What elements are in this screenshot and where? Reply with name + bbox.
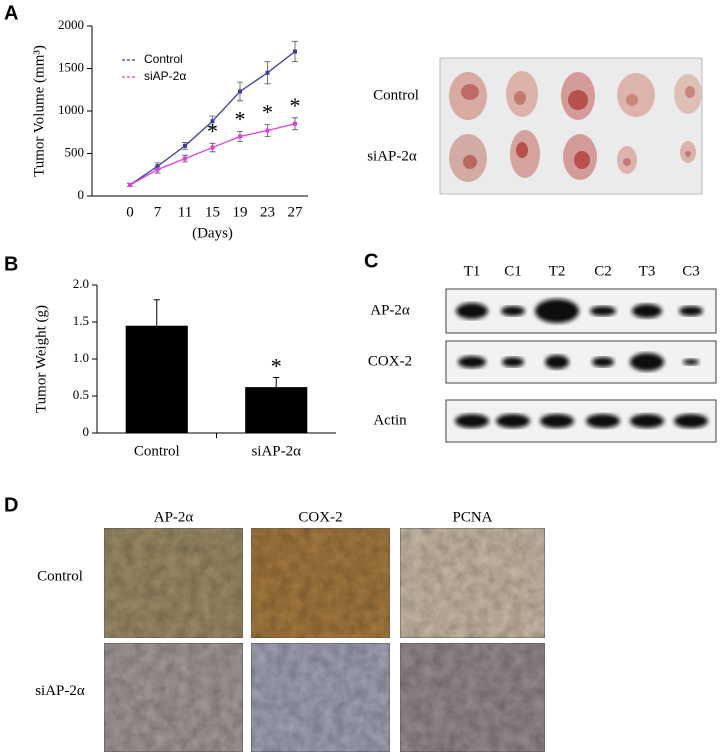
lane-label: C1 (504, 263, 522, 279)
point (293, 121, 297, 126)
point (210, 145, 215, 150)
x-axis-label: (Days) (192, 225, 233, 241)
blot-band (674, 414, 708, 428)
blot-band (592, 357, 614, 367)
ihc-row-label: Control (37, 568, 83, 584)
blot-row-label: AP-2α (370, 302, 410, 318)
significance: * (271, 354, 282, 379)
panel-label: B (4, 253, 18, 275)
panel-label: A (4, 2, 18, 24)
x-tick-label: 11 (178, 204, 192, 220)
significance: * (262, 100, 273, 125)
ihc-image (399, 642, 546, 752)
blot-band (545, 355, 569, 369)
blot-band (683, 359, 699, 365)
ihc-column-label: AP-2α (154, 509, 194, 525)
blot-band (590, 306, 616, 316)
y-tick-label: 1500 (58, 59, 84, 74)
blot-band (586, 414, 620, 428)
y-tick-label: 1000 (58, 102, 84, 117)
ihc-image (399, 527, 546, 639)
blot-band (632, 304, 662, 318)
lane-label: C3 (682, 263, 700, 279)
point (183, 143, 187, 148)
y-tick-label: 0.5 (73, 387, 89, 402)
lane-label: T2 (549, 263, 566, 279)
point (265, 70, 270, 75)
y-axis-label: Tumor Weight (g) (33, 305, 49, 413)
legend-label: Control (144, 52, 183, 66)
y-tick-label: 1.0 (73, 350, 89, 365)
x-tick-label: Control (134, 443, 180, 459)
blot-band (540, 414, 574, 428)
point (128, 182, 132, 187)
ihc-images: AP-2α COX-2 PCNA Control siAP-2α (35, 509, 546, 752)
x-tick-label: 0 (126, 204, 134, 220)
blot-band (679, 306, 703, 316)
ihc-image (103, 642, 244, 752)
ihc-image (250, 642, 391, 752)
blot-band (501, 306, 525, 316)
tumors (449, 71, 702, 182)
photo-row-label: Control (373, 87, 419, 103)
point (183, 156, 187, 161)
legend-label: siAP-2α (144, 69, 186, 83)
western-blot: T1 C1 T2 C2 T3 C3 AP-2α COX-2 Actin (368, 263, 717, 443)
y-tick-label: 500 (65, 144, 85, 159)
blot-strip (445, 288, 717, 334)
y-tick-label: 0 (78, 187, 85, 202)
x-tick-label: siAP-2α (251, 443, 301, 459)
ihc-image (250, 527, 391, 639)
point (210, 119, 215, 124)
bar (125, 325, 188, 433)
bar (245, 387, 308, 433)
blot-band (535, 299, 579, 323)
blot-strip (445, 399, 717, 443)
blot-strip (445, 340, 717, 384)
blot-row-label: COX-2 (368, 353, 412, 369)
lane-label: T1 (464, 263, 481, 279)
y-tick-label: 0 (83, 424, 90, 439)
significance: * (290, 93, 301, 118)
blot-band (455, 414, 489, 428)
panel-label: D (4, 494, 18, 516)
x-tick-label: 23 (260, 204, 275, 220)
y-axis-label: Tumor Volume (mm³) (31, 45, 47, 177)
panel-label: C (364, 250, 378, 272)
point (238, 134, 242, 139)
lane-label: T3 (639, 263, 656, 279)
blot-band (502, 357, 524, 367)
blot-band (630, 353, 664, 371)
x-tick-label: 19 (233, 204, 248, 220)
point (265, 128, 270, 133)
significance: * (235, 106, 246, 131)
lane-label: C2 (594, 263, 612, 279)
point (155, 167, 160, 172)
point (293, 49, 297, 54)
error-bar (153, 299, 160, 326)
y-tick-label: 2.0 (73, 276, 89, 291)
error-bar (273, 377, 280, 388)
ihc-image (103, 527, 244, 639)
point (238, 89, 242, 94)
blot-row-label: Actin (373, 412, 407, 428)
blot-band (496, 414, 530, 428)
y-tick-label: 1.5 (73, 313, 89, 328)
ihc-column-label: PCNA (452, 509, 492, 525)
blot-band (458, 356, 486, 368)
significance: * (207, 118, 218, 143)
x-tick-label: 27 (288, 204, 304, 220)
y-tick-label: 2000 (58, 17, 84, 32)
photo-row-label: siAP-2α (367, 148, 417, 164)
ihc-row-label: siAP-2α (35, 683, 85, 699)
blot-band (456, 303, 488, 319)
x-tick-label: 15 (205, 204, 220, 220)
x-tick-label: 7 (154, 204, 162, 220)
blot-band (630, 414, 664, 428)
ihc-column-label: COX-2 (298, 509, 342, 525)
